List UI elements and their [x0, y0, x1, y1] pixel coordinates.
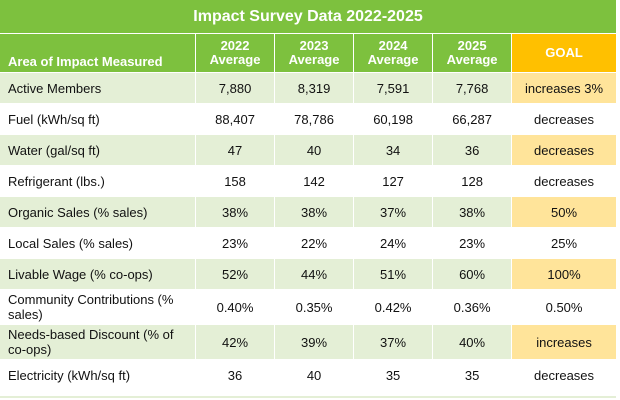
column-header-year: 2024	[378, 38, 408, 53]
impact-survey-table: Area of Impact Measured 2022 Average 2023…	[0, 34, 616, 390]
goal-cell: 100%	[511, 258, 616, 290]
column-header-sub: Average	[367, 52, 419, 67]
row-label: Refrigerant (lbs.)	[0, 165, 197, 197]
column-header-sub: Average	[288, 52, 340, 67]
row-label: Fuel (kWh/sq ft)	[0, 103, 197, 135]
table-body: Active Members 7,880 8,319 7,591 7,768 increa…	[0, 72, 616, 390]
table-title: Impact Survey Data 2022-2025	[0, 0, 616, 33]
goal-cell: decreases	[511, 134, 616, 166]
value-cell-2023: 40	[274, 359, 355, 390]
value-cell-2023: 22%	[274, 227, 355, 259]
row-label: Organic Sales (% sales)	[0, 196, 197, 228]
value-cell-2025: 0.36%	[432, 289, 513, 325]
value-cell-2025: 40%	[432, 324, 513, 360]
column-header-goal: GOAL	[511, 34, 616, 73]
value-cell-2025: 60%	[432, 258, 513, 290]
goal-cell: increases	[511, 324, 616, 360]
value-cell-2022: 36	[195, 359, 276, 390]
table-row: Local Sales (% sales) 23% 22% 24% 23% 25%	[0, 227, 616, 259]
table-row: Water (gal/sq ft) 47 40 34 36 decreases	[0, 134, 616, 166]
column-header-2025: 2025 Average	[432, 34, 513, 73]
value-cell-2022: 47	[195, 134, 276, 166]
value-cell-2025: 35	[432, 359, 513, 390]
column-header-year: 2025	[457, 38, 487, 53]
table-row: Refrigerant (lbs.) 158 142 127 128 decreases	[0, 165, 616, 197]
goal-cell: 0.50%	[511, 289, 616, 325]
value-cell-2023: 8,319	[274, 72, 355, 104]
row-label: Active Members	[0, 72, 197, 104]
goal-cell: 25%	[511, 227, 616, 259]
column-header-2022: 2022 Average	[195, 34, 276, 73]
goal-cell: increases 3%	[511, 72, 616, 104]
goal-cell: 50%	[511, 196, 616, 228]
value-cell-2024: 37%	[353, 196, 434, 228]
value-cell-2022: 88,407	[195, 103, 276, 135]
column-header-2024: 2024 Average	[353, 34, 434, 73]
value-cell-2024: 0.42%	[353, 289, 434, 325]
value-cell-2025: 23%	[432, 227, 513, 259]
column-header-year: 2022	[220, 38, 250, 53]
value-cell-2022: 38%	[195, 196, 276, 228]
value-cell-2024: 127	[353, 165, 434, 197]
value-cell-2022: 0.40%	[195, 289, 276, 325]
value-cell-2023: 78,786	[274, 103, 355, 135]
column-header-sub: Average	[446, 52, 498, 67]
table-header: Area of Impact Measured 2022 Average 2023…	[0, 34, 616, 73]
value-cell-2023: 142	[274, 165, 355, 197]
value-cell-2024: 35	[353, 359, 434, 390]
table-row: Electricity (kWh/sq ft) 36 40 35 35 decreases	[0, 359, 616, 390]
column-header-area: Area of Impact Measured	[0, 34, 197, 73]
goal-cell: decreases	[511, 103, 616, 135]
header-row: Area of Impact Measured 2022 Average 2023…	[0, 34, 616, 73]
value-cell-2022: 7,880	[195, 72, 276, 104]
table-row: Organic Sales (% sales) 38% 38% 37% 38% 50%	[0, 196, 616, 228]
value-cell-2025: 128	[432, 165, 513, 197]
value-cell-2022: 23%	[195, 227, 276, 259]
value-cell-2023: 39%	[274, 324, 355, 360]
value-cell-2024: 51%	[353, 258, 434, 290]
table-row: Fuel (kWh/sq ft) 88,407 78,786 60,198 66,287…	[0, 103, 616, 135]
value-cell-2023: 44%	[274, 258, 355, 290]
table-row: Needs-based Discount (% of co-ops) 42% 39%…	[0, 324, 616, 360]
value-cell-2025: 38%	[432, 196, 513, 228]
value-cell-2023: 40	[274, 134, 355, 166]
value-cell-2024: 24%	[353, 227, 434, 259]
row-label: Water (gal/sq ft)	[0, 134, 197, 166]
value-cell-2024: 7,591	[353, 72, 434, 104]
column-header-year: 2023	[299, 38, 329, 53]
table-bottom-border	[0, 396, 616, 398]
value-cell-2025: 7,768	[432, 72, 513, 104]
value-cell-2022: 52%	[195, 258, 276, 290]
goal-cell: decreases	[511, 359, 616, 390]
column-header-sub: Average	[209, 52, 261, 67]
row-label: Livable Wage (% co-ops)	[0, 258, 197, 290]
value-cell-2025: 36	[432, 134, 513, 166]
row-label: Local Sales (% sales)	[0, 227, 197, 259]
value-cell-2022: 158	[195, 165, 276, 197]
value-cell-2025: 66,287	[432, 103, 513, 135]
value-cell-2024: 37%	[353, 324, 434, 360]
value-cell-2024: 34	[353, 134, 434, 166]
value-cell-2023: 38%	[274, 196, 355, 228]
row-label: Community Contributions (% sales)	[0, 289, 197, 325]
table-row: Active Members 7,880 8,319 7,591 7,768 increa…	[0, 72, 616, 104]
value-cell-2022: 42%	[195, 324, 276, 360]
value-cell-2023: 0.35%	[274, 289, 355, 325]
value-cell-2024: 60,198	[353, 103, 434, 135]
goal-cell: decreases	[511, 165, 616, 197]
table-row: Livable Wage (% co-ops) 52% 44% 51% 60% 100%	[0, 258, 616, 290]
column-header-2023: 2023 Average	[274, 34, 355, 73]
table-row: Community Contributions (% sales) 0.40% 0.…	[0, 289, 616, 325]
row-label: Electricity (kWh/sq ft)	[0, 359, 197, 390]
row-label: Needs-based Discount (% of co-ops)	[0, 324, 197, 360]
